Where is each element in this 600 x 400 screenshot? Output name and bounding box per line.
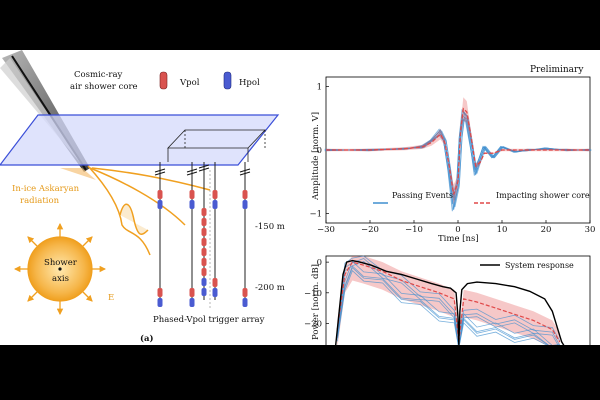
station-box <box>167 129 266 162</box>
depth-150-label: -150 m <box>255 222 285 232</box>
axis-label: axis <box>52 274 69 284</box>
vpol-antenna <box>242 288 248 297</box>
time-xtick-label: 20 <box>541 225 552 235</box>
hpol-antenna <box>212 200 218 209</box>
vpol-antenna <box>242 190 248 199</box>
vpol-antenna <box>157 288 163 297</box>
askaryan-ray-3 <box>91 167 211 191</box>
freq-passing-trace <box>336 260 560 349</box>
figure-svg: Cosmic-ray air shower core Vpol Hpol In-… <box>0 50 595 349</box>
time-xtick-label: −20 <box>361 225 379 235</box>
array-label: Phased-Vpol trigger array <box>153 315 265 325</box>
preliminary-label: Preliminary <box>530 65 584 75</box>
time-ylabel: Amplitude [norm. V] <box>311 112 321 201</box>
freq-passing-trace <box>336 255 561 342</box>
hpol-legend-label: Hpol <box>239 78 260 88</box>
caption-a: (a) <box>140 333 154 344</box>
freq-ytick-label: 0 <box>317 258 322 268</box>
vpol-antenna <box>157 190 163 199</box>
vpol-antenna <box>201 248 207 256</box>
hpol-antenna <box>201 278 207 286</box>
hpol-antenna <box>157 200 163 209</box>
hpol-antenna <box>242 200 248 209</box>
freq-passing-trace <box>336 270 560 349</box>
time-xtick-label: 0 <box>455 225 460 235</box>
vpol-antenna <box>201 258 207 266</box>
hpol-antenna <box>242 298 248 307</box>
time-xtick-label: −10 <box>405 225 423 235</box>
freq-passing-trace <box>336 265 560 349</box>
vpol-antenna <box>201 208 207 216</box>
shower-axis-diagram: Shower axis E <box>13 222 114 316</box>
vpol-legend-icon <box>159 71 168 90</box>
askaryan-label-2: radiation <box>20 196 60 206</box>
panel-a: Cosmic-ray air shower core Vpol Hpol In-… <box>0 50 285 344</box>
figure-panel: Cosmic-ray air shower core Vpol Hpol In-… <box>0 50 600 349</box>
freq-passing-trace <box>336 258 561 346</box>
panel-b: Preliminary Amplitude [norm. V] Time [ns… <box>304 65 595 349</box>
impacting-mean-line <box>326 107 590 195</box>
vpol-legend-label: Vpol <box>179 78 200 88</box>
freq-ytick-label: −10 <box>304 289 322 299</box>
legend-impacting-label: Impacting shower core <box>496 191 590 200</box>
hpol-legend-icon <box>223 71 232 90</box>
time-xlabel: Time [ns] <box>438 234 479 244</box>
efield-label: E <box>108 293 114 303</box>
shower-label: Shower <box>44 258 78 268</box>
askaryan-ray-1 <box>87 165 151 256</box>
freq-impacting-mean <box>336 261 561 343</box>
time-ytick-label: 0 <box>317 146 322 156</box>
vpol-antenna <box>201 238 207 246</box>
askaryan-label-1: In-ice Askaryan <box>12 184 80 194</box>
vpol-antenna <box>201 228 207 236</box>
vpol-antenna <box>189 190 195 199</box>
vpol-antenna <box>201 268 207 276</box>
hpol-antenna <box>189 298 195 307</box>
time-xtick-label: −30 <box>317 225 335 235</box>
ice-surface-plane <box>0 114 280 166</box>
time-ytick-label: −1 <box>309 209 322 219</box>
freq-ylabel: Power [norm. dB] <box>311 264 321 340</box>
efield-arrows <box>13 222 107 316</box>
air-shower-label: air shower core <box>70 82 138 92</box>
cherenkov-cone <box>60 168 96 180</box>
antennas <box>157 190 248 307</box>
antenna-strings <box>159 162 246 300</box>
askaryan-ray-2 <box>89 167 186 226</box>
hpol-antenna <box>189 200 195 209</box>
hpol-antenna <box>212 288 218 297</box>
passing-event-trace <box>325 109 591 211</box>
hpol-antenna <box>157 298 163 307</box>
legend-passing-label: Passing Events <box>392 191 453 200</box>
freq-series <box>334 255 567 349</box>
time-ytick-label: 1 <box>317 83 322 93</box>
system-response-line <box>334 259 567 349</box>
time-series <box>324 97 592 212</box>
vpol-antenna <box>201 218 207 226</box>
impacting-band <box>326 97 590 205</box>
vpol-antenna <box>189 288 195 297</box>
depth-200-label: -200 m <box>255 283 285 293</box>
time-xtick-label: 30 <box>585 225 596 235</box>
askaryan-pulse <box>119 203 149 235</box>
freq-ytick-label: −20 <box>304 319 322 329</box>
hpol-antenna <box>201 288 207 296</box>
time-xtick-label: 10 <box>497 225 508 235</box>
shower-axis-dot <box>58 267 62 271</box>
time-ticks: −30 −20 −10 0 10 20 30−101 <box>309 83 595 235</box>
legend-system-label: System response <box>505 261 574 270</box>
break-marks <box>154 164 251 176</box>
cosmic-ray-label: Cosmic-ray <box>74 70 123 80</box>
vpol-antenna <box>212 278 218 287</box>
vpol-antenna <box>212 190 218 199</box>
